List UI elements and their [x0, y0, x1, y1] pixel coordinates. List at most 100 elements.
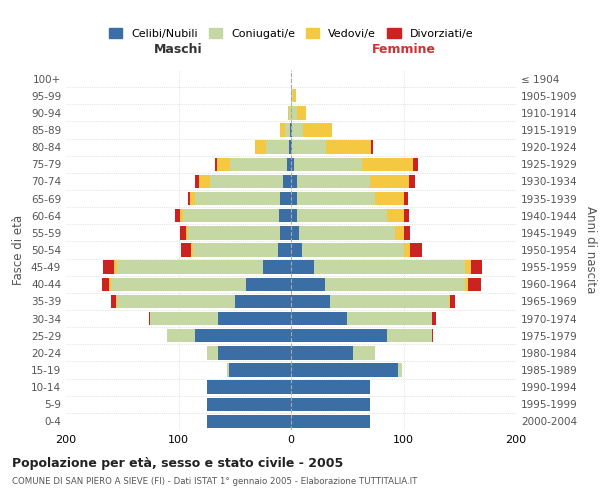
Bar	[287, 106, 289, 120]
Bar	[410, 244, 421, 256]
Bar	[115, 260, 116, 274]
Bar	[291, 278, 325, 291]
Bar	[291, 398, 370, 411]
Bar	[196, 329, 291, 342]
Bar	[187, 226, 280, 239]
Bar	[353, 346, 376, 360]
Bar	[175, 209, 179, 222]
Bar	[102, 278, 109, 291]
Bar	[217, 158, 230, 171]
Bar	[291, 174, 296, 188]
Bar	[302, 244, 404, 256]
Bar	[191, 244, 193, 256]
Bar	[431, 312, 436, 326]
Bar	[291, 346, 353, 360]
Bar	[266, 140, 289, 154]
Bar	[291, 312, 347, 326]
Bar	[280, 124, 286, 136]
Bar	[431, 329, 433, 342]
Bar	[206, 398, 291, 411]
Bar	[291, 329, 386, 342]
Bar	[299, 226, 395, 239]
Bar	[210, 174, 283, 188]
Bar	[291, 226, 299, 239]
Bar	[255, 140, 266, 154]
Bar	[190, 192, 196, 205]
Bar	[292, 124, 304, 136]
Bar	[167, 329, 196, 342]
Bar	[296, 174, 370, 188]
Bar	[196, 192, 280, 205]
Bar	[291, 260, 314, 274]
Bar	[246, 278, 291, 291]
Bar	[287, 158, 291, 171]
Bar	[398, 364, 403, 376]
Bar	[409, 174, 415, 188]
Bar	[376, 192, 404, 205]
Bar	[293, 89, 296, 102]
Bar	[280, 192, 291, 205]
Bar	[227, 364, 229, 376]
Bar	[331, 294, 449, 308]
Bar	[291, 192, 296, 205]
Bar	[296, 192, 376, 205]
Bar	[277, 244, 291, 256]
Bar	[395, 226, 404, 239]
Bar	[291, 140, 292, 154]
Bar	[199, 174, 210, 188]
Bar	[206, 414, 291, 428]
Bar	[206, 380, 291, 394]
Bar	[291, 124, 292, 136]
Bar	[215, 158, 217, 171]
Text: Maschi: Maschi	[154, 44, 203, 57]
Bar	[404, 192, 408, 205]
Bar	[291, 294, 331, 308]
Bar	[325, 278, 466, 291]
Bar	[362, 158, 413, 171]
Bar	[109, 278, 111, 291]
Y-axis label: Fasce di età: Fasce di età	[13, 215, 25, 285]
Bar	[292, 140, 326, 154]
Y-axis label: Anni di nascita: Anni di nascita	[584, 206, 597, 294]
Bar	[449, 294, 455, 308]
Bar	[291, 209, 296, 222]
Bar	[206, 346, 218, 360]
Bar	[314, 260, 466, 274]
Bar	[290, 124, 291, 136]
Bar	[183, 209, 278, 222]
Bar	[149, 312, 151, 326]
Text: Popolazione per età, sesso e stato civile - 2005: Popolazione per età, sesso e stato civil…	[12, 458, 343, 470]
Bar	[179, 209, 183, 222]
Bar	[296, 209, 386, 222]
Bar	[386, 329, 431, 342]
Bar	[471, 260, 482, 274]
Bar	[116, 294, 235, 308]
Text: COMUNE DI SAN PIERO A SIEVE (FI) - Dati ISTAT 1° gennaio 2005 - Elaborazione TUT: COMUNE DI SAN PIERO A SIEVE (FI) - Dati …	[12, 478, 418, 486]
Bar	[466, 260, 471, 274]
Bar	[404, 209, 409, 222]
Bar	[296, 106, 305, 120]
Bar	[291, 89, 293, 102]
Bar	[386, 209, 404, 222]
Bar	[371, 140, 373, 154]
Bar	[179, 226, 187, 239]
Bar	[291, 158, 295, 171]
Bar	[289, 106, 291, 120]
Bar	[111, 294, 115, 308]
Bar	[111, 278, 246, 291]
Bar	[404, 244, 410, 256]
Bar	[181, 244, 191, 256]
Bar	[218, 346, 291, 360]
Bar	[304, 124, 331, 136]
Bar	[295, 158, 362, 171]
Bar	[193, 244, 277, 256]
Bar	[187, 192, 190, 205]
Bar	[326, 140, 371, 154]
Bar	[291, 414, 370, 428]
Bar	[235, 294, 291, 308]
Bar	[291, 106, 296, 120]
Bar	[196, 174, 199, 188]
Bar	[467, 278, 481, 291]
Bar	[413, 158, 418, 171]
Bar	[291, 244, 302, 256]
